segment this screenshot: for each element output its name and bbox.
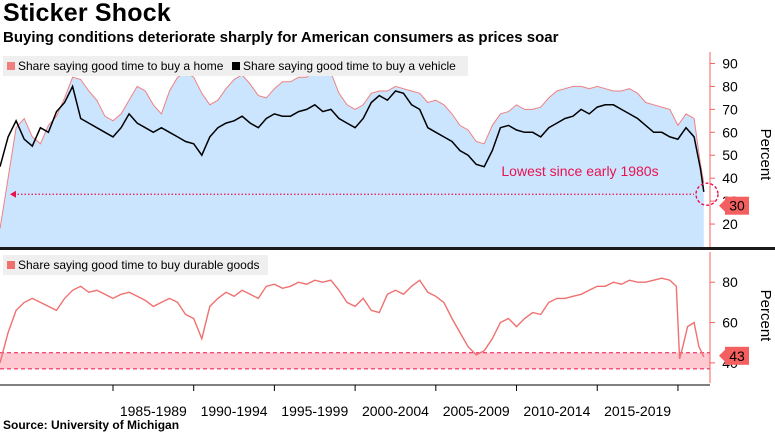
x-axis-tick-label: 2015-2019 <box>604 403 671 419</box>
durable-goods-line <box>0 277 705 363</box>
legend-label-vehicle: Share saying good time to buy a vehicle <box>243 59 456 73</box>
legend-swatch-home <box>7 62 15 70</box>
x-axis-tick-label: 1995-1999 <box>281 403 348 419</box>
x-axis-tick-label: 2000-2004 <box>362 403 429 419</box>
bottom-latest-pointer <box>719 349 725 362</box>
legend-swatch-durable <box>7 261 15 269</box>
top-latest-box <box>725 196 749 215</box>
lowest-annotation: Lowest since early 1980s <box>501 163 658 179</box>
top-y-axis-title: Percent <box>757 129 774 182</box>
source-note: Source: University of Michigan <box>3 418 180 432</box>
top-y-tick-label: 70 <box>722 101 738 117</box>
lowest-band <box>0 352 710 369</box>
vehicle-line <box>0 84 705 193</box>
bottom-y-tick-label: 80 <box>722 274 738 290</box>
top-latest-label: 30 <box>729 198 745 214</box>
bottom-latest-label: 43 <box>729 348 745 364</box>
x-axis-tick-label: 1985-1989 <box>120 403 187 419</box>
x-axis-tick-label: 1990-1994 <box>201 403 268 419</box>
bottom-legend-background <box>3 255 268 275</box>
top-y-tick-label: 50 <box>722 147 738 163</box>
chart-subtitle: Buying conditions deteriorate sharply fo… <box>3 29 559 46</box>
bottom-y-tick-label: 60 <box>722 315 738 331</box>
legend-label-durable: Share saying good time to buy durable go… <box>18 258 260 272</box>
top-y-tick-label: 80 <box>722 78 738 94</box>
x-axis-tick-label: 2005-2009 <box>443 403 510 419</box>
top-y-tick-label: 20 <box>722 216 738 232</box>
top-y-tick-label: 90 <box>722 55 738 71</box>
home-line <box>0 69 705 229</box>
legend-swatch-vehicle <box>232 62 240 70</box>
bottom-y-axis-title: Percent <box>757 290 774 343</box>
top-y-tick-label: 60 <box>722 124 738 140</box>
bottom-latest-box <box>725 346 749 365</box>
reference-arrow <box>10 190 16 198</box>
top-y-tick-label: 40 <box>722 170 738 186</box>
x-axis-tick-label: 2010-2014 <box>523 403 590 419</box>
legend-label-home: Share saying good time to buy a home <box>18 59 224 73</box>
chart-title: Sticker Shock <box>3 0 171 27</box>
panel-divider <box>0 247 775 250</box>
lowest-point-circle <box>695 182 719 206</box>
home-area <box>0 70 704 248</box>
top-latest-pointer <box>719 199 725 212</box>
